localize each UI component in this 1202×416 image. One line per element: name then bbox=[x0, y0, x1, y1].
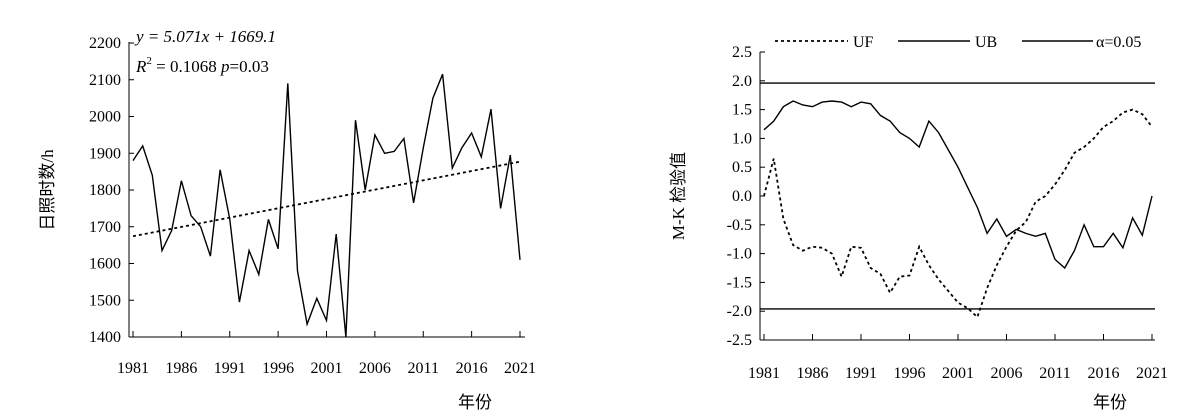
legend-ub-label: UB bbox=[975, 34, 997, 51]
left-y-tick-label: 2100 bbox=[89, 72, 121, 89]
right-y-tick-label: 2.0 bbox=[732, 73, 752, 90]
legend-alpha-label: α=0.05 bbox=[1096, 34, 1141, 51]
left-x-axis-ticks: 1981 1986 1991 1996 2001 2006 2011 2016 2021 bbox=[117, 331, 536, 377]
left-y-tick-label: 1600 bbox=[89, 256, 121, 273]
right-threshold-lines bbox=[760, 82, 1155, 310]
left-trend-line bbox=[132, 160, 521, 238]
right-legend: UF UB α=0.05 bbox=[775, 34, 1141, 51]
right-y-tick-label: 0.0 bbox=[732, 188, 752, 205]
left-y-tick-label: 1500 bbox=[89, 292, 121, 309]
right-ub-line bbox=[763, 100, 1153, 270]
right-y-tick-label: -0.5 bbox=[727, 217, 752, 234]
right-y-tick-label: -1.0 bbox=[727, 246, 752, 263]
right-y-tick-label: 1.0 bbox=[732, 130, 752, 147]
left-y-axis-ticks: 1400 1500 1600 1700 1800 1900 2000 2100 2200 bbox=[89, 35, 134, 346]
left-x-tick-label: 2016 bbox=[456, 360, 488, 377]
right-uf-series bbox=[763, 108, 1153, 319]
left-x-tick-label: 1981 bbox=[117, 360, 149, 377]
right-chart: -2.5 -2.0 -1.5 -1.0 -0.5 0.0 0.5 1.0 1.5 2.0 2.5 1… bbox=[669, 34, 1168, 412]
right-x-tick-label: 1981 bbox=[748, 365, 780, 382]
left-sunshine-line bbox=[132, 73, 521, 338]
left-trend-line-path bbox=[132, 160, 521, 238]
left-x-tick-label: 1986 bbox=[165, 360, 197, 377]
right-x-axis-label: 年份 bbox=[1093, 393, 1127, 412]
left-plot-frame bbox=[128, 42, 525, 338]
left-x-tick-label: 2001 bbox=[311, 360, 343, 377]
left-y-tick-label: 1400 bbox=[89, 329, 121, 346]
left-r2-annotation: R2 = 0.1068 p=0.03 bbox=[135, 55, 269, 76]
left-x-tick-label: 2021 bbox=[504, 360, 536, 377]
right-y-tick-label: 1.5 bbox=[732, 102, 752, 119]
left-y-tick-label: 1900 bbox=[89, 145, 121, 162]
left-x-tick-label: 1991 bbox=[214, 360, 246, 377]
legend-uf-label: UF bbox=[853, 34, 874, 51]
right-y-axis-label: M-K 检验值 bbox=[669, 152, 688, 240]
left-y-tick-label: 2000 bbox=[89, 109, 121, 126]
right-x-tick-label: 2011 bbox=[1039, 365, 1070, 382]
right-y-tick-label: 2.5 bbox=[732, 44, 752, 61]
right-x-tick-label: 1986 bbox=[797, 365, 829, 382]
right-x-tick-label: 1996 bbox=[894, 365, 926, 382]
right-y-tick-label: -2.5 bbox=[727, 332, 752, 349]
right-x-tick-label: 2001 bbox=[942, 365, 974, 382]
right-y-tick-label: -2.0 bbox=[727, 303, 752, 320]
left-x-axis-label: 年份 bbox=[458, 393, 492, 412]
right-y-axis-ticks: -2.5 -2.0 -1.5 -1.0 -0.5 0.0 0.5 1.0 1.5 2.0 2.5 bbox=[727, 44, 765, 349]
left-chart: 1400 1500 1600 1700 1800 1900 2000 2100 2200 198… bbox=[38, 27, 536, 412]
right-y-tick-label: -1.5 bbox=[727, 274, 752, 291]
right-x-axis-ticks: 1981 1986 1991 1996 2001 2006 2011 2016 2021 bbox=[748, 334, 1168, 382]
left-y-tick-label: 1700 bbox=[89, 219, 121, 236]
left-x-tick-label: 2006 bbox=[359, 360, 391, 377]
left-x-tick-label: 1996 bbox=[262, 360, 294, 377]
left-regression-equation: y = 5.071x + 1669.1 bbox=[134, 27, 276, 46]
right-y-tick-label: 0.5 bbox=[732, 159, 752, 176]
left-y-axis-label: 日照时数/h bbox=[38, 149, 57, 231]
right-x-tick-label: 2006 bbox=[991, 365, 1023, 382]
right-ub-series bbox=[763, 100, 1153, 270]
right-uf-line bbox=[763, 108, 1153, 319]
right-plot-frame bbox=[759, 52, 1155, 341]
left-y-tick-label: 1800 bbox=[89, 182, 121, 199]
left-x-tick-label: 2011 bbox=[408, 360, 439, 377]
right-x-tick-label: 2016 bbox=[1088, 365, 1120, 382]
right-x-tick-label: 1991 bbox=[845, 365, 877, 382]
left-y-tick-label: 2200 bbox=[89, 35, 121, 52]
right-x-tick-label: 2021 bbox=[1136, 365, 1168, 382]
left-sunshine-series bbox=[132, 73, 521, 338]
